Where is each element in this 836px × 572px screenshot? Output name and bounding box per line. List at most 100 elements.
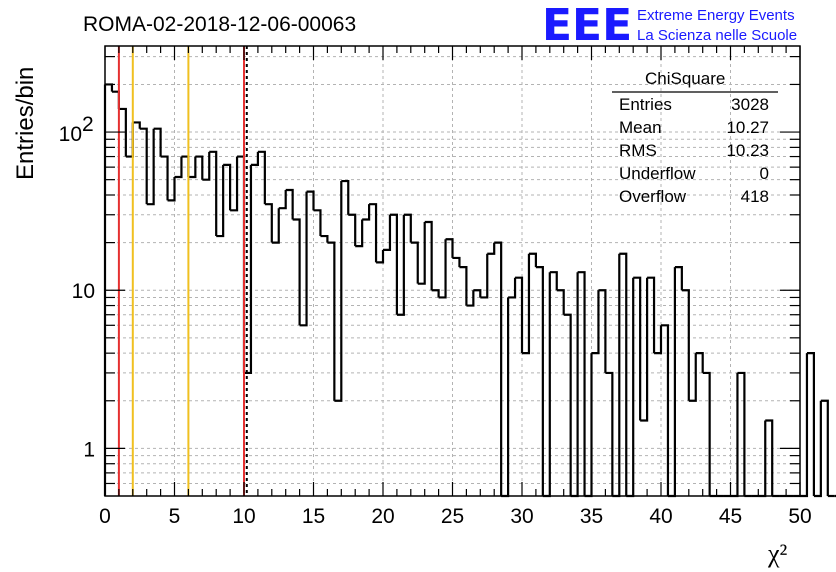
- histogram-bin: [528, 252, 537, 268]
- stats-row-label: RMS: [619, 141, 657, 160]
- x-tick-label: 20: [371, 505, 394, 528]
- x-tick-label: 15: [302, 505, 325, 528]
- histogram-bin: [480, 253, 489, 299]
- histogram-bin: [661, 324, 670, 496]
- histogram-bin: [702, 371, 711, 496]
- histogram-bin: [383, 214, 392, 251]
- logo-line-1: Extreme Energy Events: [637, 7, 795, 24]
- histogram-bin: [445, 238, 454, 258]
- x-tick-label: 0: [99, 505, 111, 528]
- histogram-bin: [535, 266, 544, 496]
- y-axis-title: Entries/bin: [12, 67, 39, 180]
- histogram-bin: [209, 150, 218, 237]
- histogram-bin: [494, 241, 503, 496]
- histogram-bin: [327, 241, 336, 401]
- x-tick-label: 40: [649, 505, 672, 528]
- histogram-bin: [160, 155, 169, 201]
- histogram-bin: [633, 276, 642, 421]
- histogram-bin: [473, 289, 482, 298]
- histogram-bin: [654, 325, 663, 355]
- histogram-bin: [299, 191, 308, 327]
- histogram-bin: [348, 213, 357, 247]
- histogram-bin: [139, 127, 148, 205]
- histogram-bin: [695, 352, 704, 373]
- histogram-bin: [591, 290, 600, 355]
- histogram-bin: [362, 204, 371, 221]
- histogram-bin: [556, 289, 565, 315]
- histogram-bin: [369, 203, 378, 263]
- histogram-bin: [257, 150, 266, 205]
- histogram-bin: [737, 371, 746, 496]
- y-tick-label: 1: [83, 438, 95, 461]
- reference-lines: [117, 46, 248, 496]
- stats-header: ChiSquare: [645, 69, 725, 88]
- histogram-bin: [132, 121, 141, 129]
- histogram-bin: [271, 208, 280, 244]
- histogram-bin: [278, 190, 287, 210]
- chart-title: ROMA-02-2018-12-06-00063: [83, 13, 356, 36]
- grid: [105, 46, 800, 496]
- histogram-bin: [118, 107, 127, 157]
- histogram-bin: [800, 353, 809, 498]
- stats-row-label: Entries: [619, 95, 672, 114]
- histogram-bin: [230, 156, 239, 212]
- histogram-bin: [306, 190, 315, 211]
- histogram-bin: [355, 219, 364, 248]
- histogram-bin: [146, 128, 155, 206]
- histogram-bin: [674, 266, 683, 291]
- histogram-bin: [396, 214, 405, 316]
- histogram-bin: [264, 203, 273, 243]
- x-tick-label: 30: [510, 505, 533, 528]
- histogram-bin: [515, 276, 524, 354]
- histogram-bin: [647, 276, 656, 354]
- y-tick-label: 10: [59, 123, 82, 146]
- x-tick-label: 35: [580, 505, 603, 528]
- logo-line-2: La Scienza nelle Scuole: [637, 27, 797, 44]
- histogram-bin: [806, 352, 815, 496]
- histogram-bin: [389, 213, 398, 315]
- histogram-bin: [459, 266, 468, 306]
- x-tick-label: 10: [232, 505, 255, 528]
- histogram-bin: [223, 163, 232, 211]
- histogram-bin: [563, 313, 572, 496]
- histogram-bin: [438, 239, 447, 299]
- histogram-bin: [688, 353, 697, 402]
- histogram-bin: [466, 290, 475, 307]
- histogram-bin: [820, 399, 829, 496]
- histogram-bin: [376, 249, 385, 264]
- histogram-bin: [681, 289, 690, 401]
- x-tick-label: 50: [788, 505, 811, 528]
- histogram-bin: [111, 90, 120, 109]
- histogram-bin: [508, 277, 517, 299]
- histogram-bin: [452, 256, 461, 268]
- stats-row-value: 10.27: [726, 118, 769, 137]
- logo-mark: EEE: [542, 0, 632, 51]
- histogram-bin: [153, 127, 162, 157]
- histogram-bin: [167, 176, 176, 202]
- x-tick-labels: 0 5 10 15 20 25 30 35 40 45 50: [99, 505, 812, 528]
- eee-logo: EEE Extreme Energy Events La Scienza nel…: [542, 0, 797, 51]
- histogram-bin: [188, 156, 197, 179]
- x-axis-title: χ²: [767, 539, 788, 568]
- histogram-bin: [216, 164, 225, 238]
- histogram-bin: [195, 155, 204, 180]
- histogram-bin: [598, 289, 607, 373]
- stats-row-value: 3028: [731, 95, 769, 114]
- histogram-bin: [250, 151, 259, 166]
- stats-box: ChiSquare Entries 3028 Mean 10.27 RMS 10.23 Un…: [612, 69, 778, 206]
- histogram-bin: [174, 156, 183, 179]
- histogram-bin: [341, 179, 350, 215]
- y-tick-label: 10: [72, 280, 95, 303]
- histogram-bin: [320, 234, 329, 243]
- histogram-bin: [730, 372, 739, 498]
- histogram-bin: [431, 289, 440, 298]
- histogram-bin: [765, 419, 774, 496]
- histogram-bin: [549, 271, 558, 291]
- stats-row-label: Overflow: [619, 187, 687, 206]
- x-tick-label: 5: [169, 505, 181, 528]
- histogram-bin: [577, 271, 586, 496]
- histogram-bin: [487, 242, 496, 255]
- histogram-bin: [410, 241, 419, 284]
- histogram-bin: [813, 400, 822, 498]
